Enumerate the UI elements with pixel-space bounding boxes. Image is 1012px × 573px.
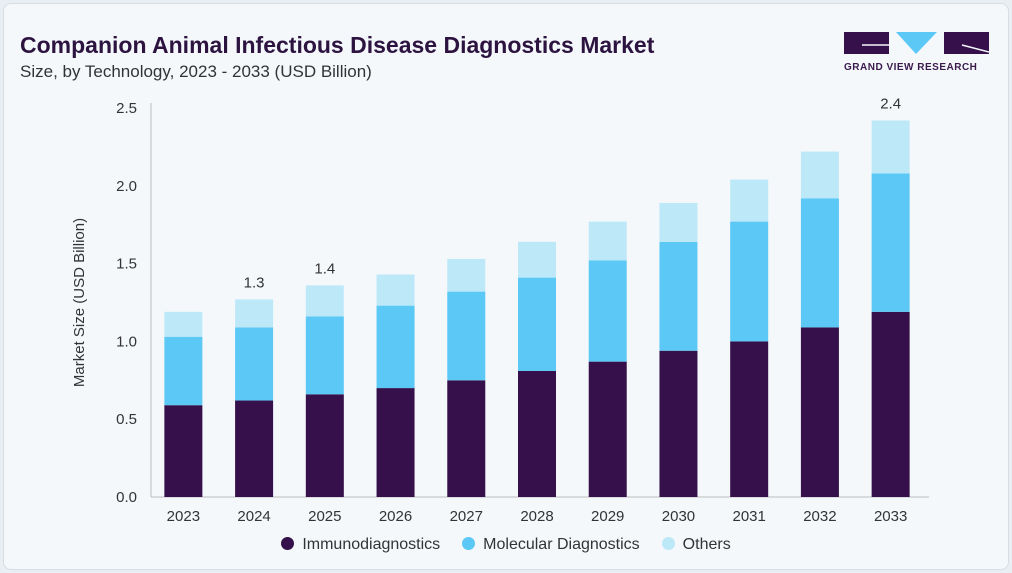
x-tick-label: 2031 [732, 508, 765, 525]
legend-item-others: Others [661, 536, 731, 554]
bar-segment-others [871, 120, 910, 174]
bar-segment-molecular-diagnostics [871, 173, 910, 312]
legend-item-molecular: Molecular Diagnostics [462, 536, 640, 554]
bar-segment-others [376, 274, 415, 306]
bar-segment-molecular-diagnostics [235, 327, 274, 401]
x-tick-label: 2028 [520, 508, 553, 525]
bar-segment-molecular-diagnostics [659, 241, 698, 351]
bar-segment-others [164, 311, 203, 337]
bar-segment-molecular-diagnostics [376, 305, 415, 389]
x-tick-label: 2027 [450, 508, 483, 525]
chart-title: Companion Animal Infectious Disease Diag… [20, 32, 655, 58]
bar-segment-others [235, 299, 274, 328]
legend-swatch [462, 537, 476, 550]
x-tick-label: 2023 [167, 508, 200, 525]
y-axis-label: Market Size (USD Billion) [71, 218, 88, 387]
legend-item-immunodiagnostics: Immunodiagnostics [281, 536, 440, 554]
bar-segment-others [447, 258, 486, 292]
bar-segment-molecular-diagnostics [447, 291, 486, 381]
bar-segment-immunodiagnostics [376, 388, 415, 497]
total-label: 1.3 [244, 274, 265, 291]
bar-segment-molecular-diagnostics [305, 316, 344, 395]
bar-segment-immunodiagnostics [164, 405, 203, 497]
bar-segment-others [518, 241, 556, 278]
bar-segment-immunodiagnostics [659, 350, 698, 497]
y-tick-label: 0.5 [116, 411, 137, 428]
total-label: 2.4 [880, 95, 901, 112]
bar-segment-immunodiagnostics [518, 370, 556, 497]
x-tick-label: 2024 [237, 508, 270, 525]
bar-segment-molecular-diagnostics [164, 336, 203, 406]
grand-view-research-logo [844, 32, 989, 54]
legend-swatch [281, 537, 295, 550]
bar-segment-molecular-diagnostics [518, 277, 556, 371]
bar-segment-immunodiagnostics [235, 400, 274, 497]
chart-card: Companion Animal Infectious Disease Diag… [3, 3, 1009, 570]
x-tick-label: 2029 [591, 508, 624, 525]
y-tick-label: 1.0 [116, 333, 137, 350]
legend: Immunodiagnostics Molecular Diagnostics … [4, 536, 1008, 554]
bar-segment-immunodiagnostics [447, 380, 486, 497]
bar-segment-others [305, 285, 344, 317]
x-tick-label: 2033 [874, 508, 907, 525]
logo-text: GRAND VIEW RESEARCH [844, 62, 978, 73]
bar-chart: 0.0 0.5 1.0 1.5 2.0 2.5 Market Size (USD Billi… [71, 95, 929, 525]
y-tick-label: 1.5 [116, 256, 137, 273]
bar-segment-molecular-diagnostics [800, 198, 839, 328]
legend-swatch [661, 537, 675, 550]
x-tick-label: 2032 [803, 508, 836, 525]
y-tick-label: 2.0 [116, 178, 137, 195]
bar-segment-molecular-diagnostics [730, 221, 769, 342]
chart-subtitle: Size, by Technology, 2023 - 2033 (USD Bi… [20, 62, 372, 81]
total-label: 1.4 [314, 260, 335, 277]
bar-segment-others [730, 179, 769, 222]
y-tick-label: 2.5 [116, 100, 137, 117]
bar-segment-others [588, 221, 627, 261]
bar-segment-immunodiagnostics [730, 341, 769, 497]
x-tick-label: 2026 [379, 508, 412, 525]
y-tick-label: 0.0 [116, 489, 137, 506]
x-tick-label: 2030 [662, 508, 695, 525]
x-tick-label: 2025 [308, 508, 341, 525]
bar-segment-others [800, 151, 839, 199]
bar-segment-immunodiagnostics [871, 311, 910, 497]
bar-segment-immunodiagnostics [305, 394, 344, 497]
bar-segment-others [659, 202, 698, 242]
bar-segment-molecular-diagnostics [588, 260, 627, 362]
bar-segment-immunodiagnostics [800, 327, 839, 497]
bar-segment-immunodiagnostics [588, 361, 627, 497]
